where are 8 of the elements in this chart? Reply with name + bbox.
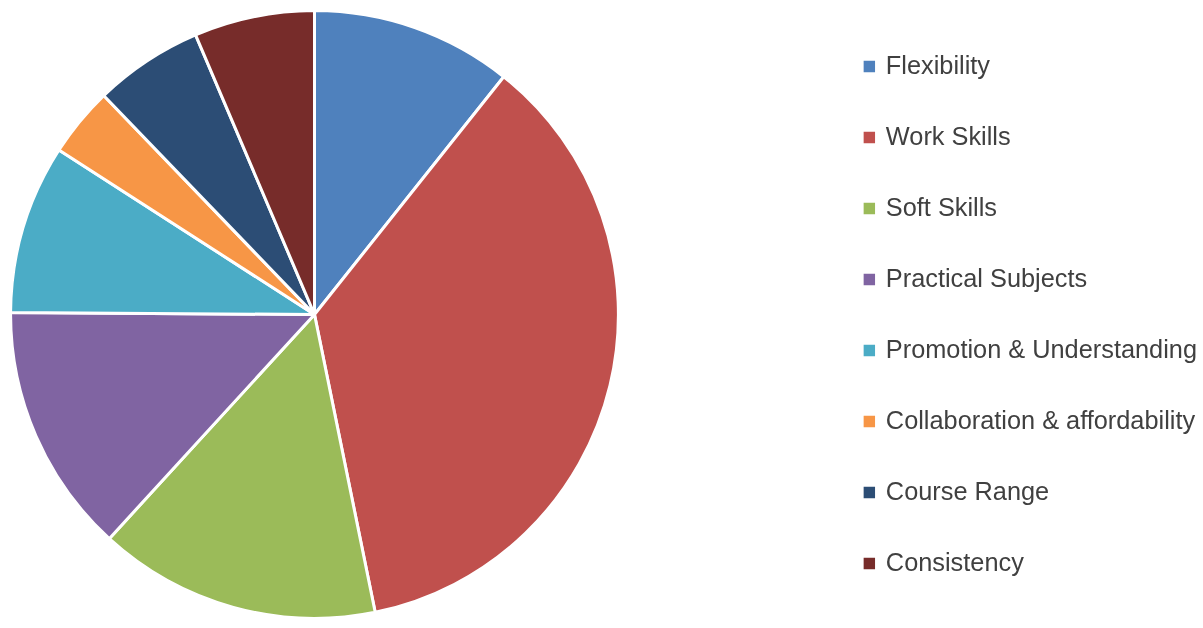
legend-label: Flexibility xyxy=(885,51,990,80)
legend-label: Promotion & Understanding xyxy=(885,335,1197,364)
legend-label: Collaboration & affordability xyxy=(885,406,1196,435)
legend-label: Work Skills xyxy=(885,122,1011,151)
legend-label: Consistency xyxy=(885,548,1024,577)
legend-label: Soft Skills xyxy=(885,193,998,222)
legend-label: Practical Subjects xyxy=(885,264,1088,293)
legend-label: Course Range xyxy=(885,477,1050,506)
